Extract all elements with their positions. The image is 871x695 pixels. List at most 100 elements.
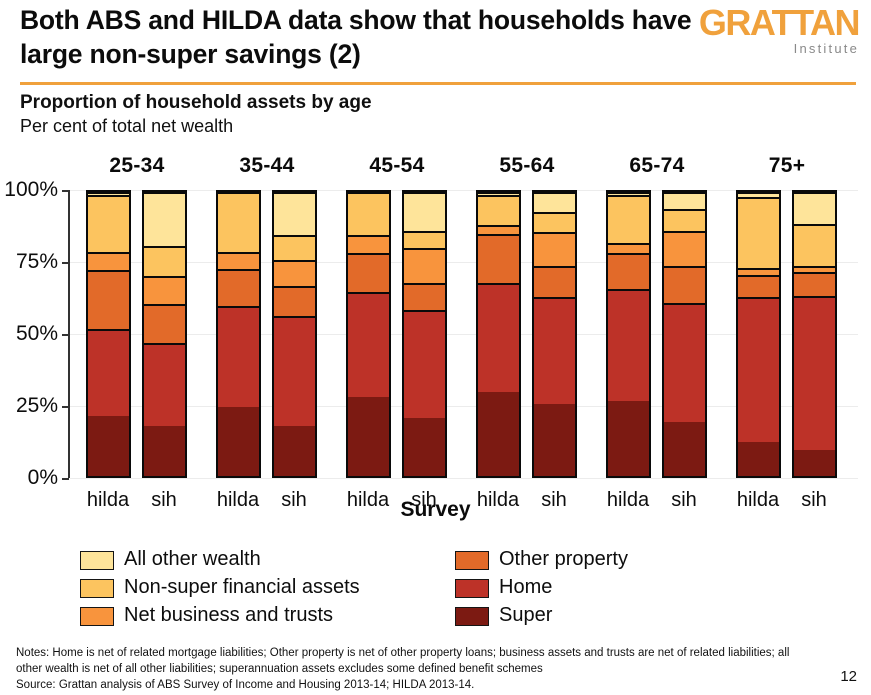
bar-segment-non-super-financial-assets[interactable]: [664, 209, 705, 231]
stacked-bar-45-54-hilda[interactable]: [346, 190, 391, 478]
bar-segment-non-super-financial-assets[interactable]: [218, 192, 259, 252]
age-panel-25-34: 25-34 hilda sih: [72, 150, 202, 540]
bar-segment-other-property[interactable]: [144, 304, 185, 343]
bar-segment-other-property[interactable]: [274, 286, 315, 316]
bar-segment-super[interactable]: [738, 441, 779, 476]
bar-segment-super[interactable]: [274, 426, 315, 476]
bar-segment-home[interactable]: [88, 328, 129, 417]
bar-segment-home[interactable]: [608, 288, 649, 401]
bar-segment-non-super-financial-assets[interactable]: [794, 223, 835, 267]
bar-segment-home[interactable]: [738, 297, 779, 442]
bar-segment-super[interactable]: [404, 417, 445, 476]
bar-segment-home[interactable]: [794, 295, 835, 451]
bar-segment-other-property[interactable]: [404, 283, 445, 311]
stacked-bar-25-34-hilda[interactable]: [86, 190, 131, 478]
stacked-bar-75+-hilda[interactable]: [736, 190, 781, 478]
chart-subtitle: Proportion of household assets by age: [20, 92, 372, 113]
stacked-bar-55-64-hilda[interactable]: [476, 190, 521, 478]
bar-segment-all-other-wealth[interactable]: [794, 192, 835, 224]
legend-label: Super: [499, 604, 553, 626]
gridline: [70, 478, 858, 479]
bar-segment-net-business-and-trusts[interactable]: [218, 251, 259, 269]
bar-segment-home[interactable]: [218, 305, 259, 407]
bar-segment-all-other-wealth[interactable]: [478, 192, 519, 196]
bar-segment-home[interactable]: [534, 297, 575, 404]
bar-segment-home[interactable]: [664, 303, 705, 423]
bar-segment-non-super-financial-assets[interactable]: [144, 246, 185, 277]
bar-segment-non-super-financial-assets[interactable]: [88, 195, 129, 252]
legend-swatch: [455, 579, 489, 598]
bar-segment-net-business-and-trusts[interactable]: [794, 266, 835, 272]
bar-segment-net-business-and-trusts[interactable]: [404, 247, 445, 284]
bar-segment-other-property[interactable]: [608, 253, 649, 289]
header-divider: [20, 82, 856, 85]
bar-segment-super[interactable]: [144, 426, 185, 476]
bar-segment-other-property[interactable]: [664, 266, 705, 304]
bar-segment-other-property[interactable]: [738, 274, 779, 298]
bar-segment-home[interactable]: [404, 310, 445, 418]
bar-segment-net-business-and-trusts[interactable]: [88, 251, 129, 271]
grattan-logo: GRATTAN Institute: [679, 4, 861, 56]
bar-segment-home[interactable]: [274, 315, 315, 427]
stacked-bar-65-74-hilda[interactable]: [606, 190, 651, 478]
bar-segment-super[interactable]: [664, 422, 705, 476]
bar-segment-super[interactable]: [218, 406, 259, 476]
bar-segment-home[interactable]: [348, 291, 389, 397]
chart-units-label: Per cent of total net wealth: [20, 116, 234, 136]
bar-segment-non-super-financial-assets[interactable]: [534, 212, 575, 233]
bar-segment-non-super-financial-assets[interactable]: [404, 230, 445, 248]
bar-segment-home[interactable]: [478, 283, 519, 393]
stacked-bar-55-64-sih[interactable]: [532, 190, 577, 478]
bar-segment-net-business-and-trusts[interactable]: [348, 234, 389, 254]
bar-segment-net-business-and-trusts[interactable]: [274, 260, 315, 286]
bar-segment-all-other-wealth[interactable]: [404, 192, 445, 231]
bar-segment-net-business-and-trusts[interactable]: [478, 225, 519, 234]
bar-segment-all-other-wealth[interactable]: [144, 192, 185, 247]
bar-segment-non-super-financial-assets[interactable]: [348, 192, 389, 235]
stacked-bar-35-44-hilda[interactable]: [216, 190, 261, 478]
x-axis-label-hilda: hilda: [346, 489, 390, 511]
bar-segment-net-business-and-trusts[interactable]: [738, 267, 779, 275]
legend-swatch: [80, 551, 114, 570]
bar-segment-other-property[interactable]: [348, 253, 389, 292]
bar-segment-all-other-wealth[interactable]: [534, 192, 575, 213]
bar-segment-super[interactable]: [608, 400, 649, 476]
bar-segment-super[interactable]: [794, 450, 835, 476]
bar-segment-super[interactable]: [478, 392, 519, 476]
bar-segment-all-other-wealth[interactable]: [738, 192, 779, 197]
panel-title: 55-64: [499, 154, 555, 177]
bar-segment-other-property[interactable]: [478, 233, 519, 284]
bar-segment-other-property[interactable]: [218, 268, 259, 306]
stacked-bar-25-34-sih[interactable]: [142, 190, 187, 478]
bar-segment-super[interactable]: [88, 416, 129, 476]
bar-segment-other-property[interactable]: [534, 266, 575, 298]
stacked-bar-35-44-sih[interactable]: [272, 190, 317, 478]
bar-segment-super[interactable]: [534, 403, 575, 476]
bar-segment-other-property[interactable]: [794, 271, 835, 296]
bar-segment-all-other-wealth[interactable]: [608, 192, 649, 196]
bar-segment-home[interactable]: [144, 342, 185, 427]
bar-segment-all-other-wealth[interactable]: [274, 192, 315, 235]
bar-segment-net-business-and-trusts[interactable]: [144, 276, 185, 305]
bar-segment-all-other-wealth[interactable]: [664, 192, 705, 210]
stacked-bar-65-74-sih[interactable]: [662, 190, 707, 478]
y-axis-tick: [62, 190, 69, 192]
legend-label: Other property: [499, 548, 628, 570]
bar-segment-non-super-financial-assets[interactable]: [274, 234, 315, 261]
panel-title: 75+: [768, 154, 806, 177]
bar-segment-all-other-wealth[interactable]: [88, 192, 129, 196]
bar-segment-other-property[interactable]: [88, 270, 129, 329]
bar-segment-super[interactable]: [348, 396, 389, 476]
bar-segment-non-super-financial-assets[interactable]: [478, 195, 519, 226]
stacked-bar-45-54-sih[interactable]: [402, 190, 447, 478]
bar-segment-net-business-and-trusts[interactable]: [534, 232, 575, 267]
bar-segment-non-super-financial-assets[interactable]: [608, 195, 649, 244]
chart-legend: All other wealth Other property Non-super …: [80, 548, 780, 634]
bar-segment-net-business-and-trusts[interactable]: [608, 243, 649, 254]
legend-swatch: [80, 579, 114, 598]
bar-segment-net-business-and-trusts[interactable]: [664, 230, 705, 267]
bar-segment-non-super-financial-assets[interactable]: [738, 196, 779, 268]
stacked-bar-75+-sih[interactable]: [792, 190, 837, 478]
legend-swatch: [80, 607, 114, 626]
age-panel-45-54: 45-54 hilda sih: [332, 150, 462, 540]
